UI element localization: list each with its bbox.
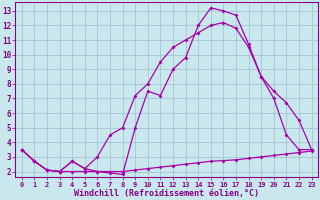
X-axis label: Windchill (Refroidissement éolien,°C): Windchill (Refroidissement éolien,°C)	[74, 189, 259, 198]
